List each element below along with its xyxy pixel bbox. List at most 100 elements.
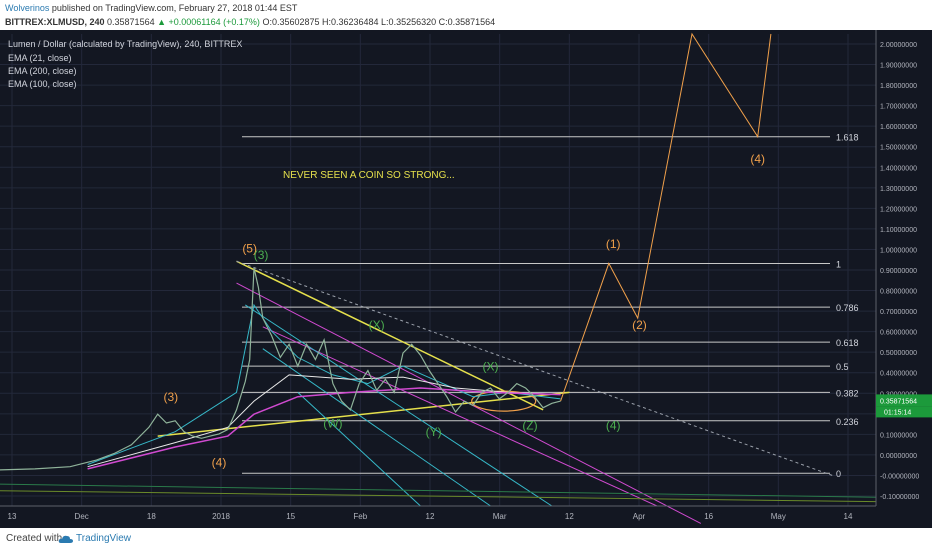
ema-100-line (87, 374, 561, 468)
wave-label: (X) (369, 318, 385, 332)
fib-label: 0.382 (836, 388, 859, 398)
tradingview-cloud-icon (58, 535, 73, 543)
y-tick-label: 1.20000000 (880, 206, 917, 213)
y-tick-label: 1.00000000 (880, 247, 917, 254)
legend-ema-100: EMA (100, close) (8, 79, 77, 89)
trend-channels (0, 260, 877, 524)
legend-ema-21: EMA (21, close) (8, 53, 72, 63)
trend-line (236, 260, 544, 411)
trend-line (0, 483, 877, 498)
y-tick-label: 0.70000000 (880, 309, 917, 316)
fib-label: 0.786 (836, 303, 859, 313)
y-tick-label: 0.60000000 (880, 330, 917, 337)
x-tick-label: 16 (704, 512, 713, 521)
chart-panel[interactable]: 1.618 1 0.786 0.618 0.5 0.382 0.236 0 (5) (3) (3)… (0, 30, 932, 528)
published-text: published on TradingView.com, February 2… (51, 3, 298, 13)
y-tick-label: 1.30000000 (880, 186, 917, 193)
wave-labels: (5)(3)(3)(4)(X)(W)(Y)(X)(Z) (4)(1)(2)(4) (163, 152, 765, 470)
last-price-badge (876, 394, 932, 407)
y-tick-label: 0.50000000 (880, 350, 917, 357)
legend-title: Lumen / Dollar (calculated by TradingVie… (8, 39, 242, 49)
trend-line (245, 304, 553, 507)
trend-line (236, 260, 833, 476)
x-tick-label: Feb (353, 512, 367, 521)
price-change: ▲ +0.00061164 (+0.17%) (157, 17, 260, 27)
wave-label: (4) (212, 456, 227, 470)
publish-line: Wolverinos published on TradingView.com,… (5, 3, 297, 13)
footer: Created with TradingView (0, 528, 932, 550)
wave-label: (1) (606, 237, 621, 251)
fib-label: 1.618 (836, 133, 859, 143)
trend-line (157, 391, 570, 437)
last-price: 0.35871564 (107, 17, 155, 27)
wave-label: (2) (632, 318, 647, 332)
wave-label: (4) (750, 152, 765, 166)
quote-line: BITTREX:XLMUSD, 240 0.35871564 ▲ +0.0006… (5, 17, 495, 27)
y-tick-label: 1.80000000 (880, 83, 917, 90)
wave-label: (3) (163, 390, 178, 404)
x-tick-label: 12 (565, 512, 574, 521)
y-tick-label: 0.00000000 (880, 453, 917, 460)
ema-lines (87, 303, 561, 470)
y-tick-label: 1.90000000 (880, 63, 917, 70)
countdown-badge (876, 406, 932, 418)
created-with-text: Created with (6, 533, 63, 544)
price-line (0, 267, 561, 471)
y-tick-label: -0.00000000 (880, 473, 919, 480)
wave-label: (Y) (426, 425, 442, 439)
x-tick-label: 12 (426, 512, 435, 521)
wave-label: (X) (483, 360, 499, 374)
y-tick-label: 0.10000000 (880, 432, 917, 439)
price-series (0, 267, 561, 471)
price-axis-background (876, 30, 932, 528)
axes: 2.00000000 1.90000000 1.80000000 1.70000000… (0, 30, 932, 528)
y-tick-label: 1.40000000 (880, 165, 917, 172)
y-tick-label: 1.70000000 (880, 104, 917, 111)
wave-projection (560, 32, 772, 402)
fib-label: 0.618 (836, 338, 859, 348)
fib-label: 1 (836, 259, 841, 269)
chart-header: Wolverinos published on TradingView.com,… (0, 0, 932, 30)
trend-line (262, 348, 491, 507)
last-price-badge-text: 0.35871564 (880, 398, 917, 405)
trend-line (262, 326, 658, 507)
wave-label: (5) (242, 242, 257, 256)
x-tick-label: 15 (286, 512, 295, 521)
projection-line (560, 32, 772, 402)
author-link[interactable]: Wolverinos (5, 3, 50, 13)
ema-200-line (87, 387, 561, 470)
legend-ema-200: EMA (200, close) (8, 66, 77, 76)
ohlc-values: O:0.35602875 H:0.36236484 L:0.35256320 C… (262, 17, 496, 27)
x-tick-label: Apr (633, 512, 646, 521)
x-tick-label: 18 (147, 512, 156, 521)
grid (0, 34, 876, 506)
y-tick-label: 1.60000000 (880, 124, 917, 131)
x-tick-label: Mar (493, 512, 507, 521)
fib-label: 0.5 (836, 362, 849, 372)
y-tick-label: 1.10000000 (880, 227, 917, 234)
annotation-text: NEVER SEEN A COIN SO STRONG... (283, 170, 455, 181)
x-tick-label: 13 (8, 512, 17, 521)
symbol-label: BITTREX:XLMUSD, 240 (5, 17, 105, 27)
y-tick-label: -0.10000000 (880, 494, 919, 501)
y-tick-label: 0.90000000 (880, 268, 917, 275)
wave-label: (Z) (522, 419, 537, 433)
y-tick-label: 2.00000000 (880, 42, 917, 49)
wave-label: (3) (254, 248, 269, 262)
x-tick-label: Dec (75, 512, 89, 521)
wave-label: (W) (323, 416, 342, 430)
fib-label: 0.236 (836, 417, 859, 427)
y-tick-label: 0.80000000 (880, 289, 917, 296)
x-tick-label: 2018 (212, 512, 230, 521)
wave-label: (4) (606, 419, 621, 433)
trend-line (297, 392, 421, 507)
countdown-badge-text: 01:15:14 (884, 409, 911, 416)
x-tick-label: 14 (844, 512, 853, 521)
x-tick-label: May (771, 512, 786, 521)
y-tick-label: 1.50000000 (880, 145, 917, 152)
fib-label: 0 (836, 469, 841, 479)
tradingview-link[interactable]: TradingView (76, 533, 132, 544)
triangle-apex-ellipse (471, 390, 537, 412)
trend-line (0, 490, 877, 503)
